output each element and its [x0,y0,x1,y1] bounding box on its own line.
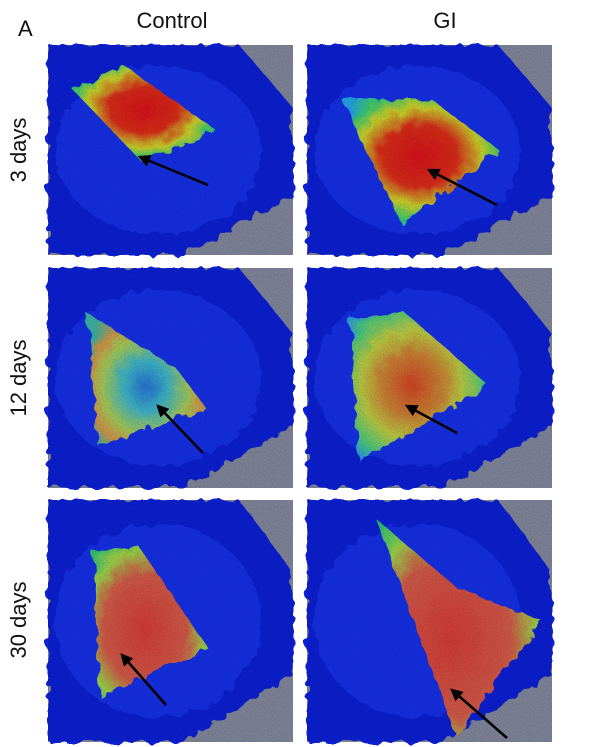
speckle-noise [48,500,293,742]
column-header: Control [137,8,208,33]
speckle-noise [307,268,552,488]
arrow [426,168,498,207]
row-header: 30 days [6,581,31,658]
speckle-noise [307,500,552,742]
perfusion-image [307,45,552,255]
speckle-noise [48,268,293,488]
perfusion-image [48,268,293,488]
perfusion-image [48,500,293,742]
perfusion-image [307,268,552,488]
arrow [120,653,167,706]
arrow [404,404,458,435]
panel-label: A [18,16,33,41]
arrow [450,688,508,739]
perfusion-image [307,500,552,742]
row-header: 3 days [6,118,31,183]
column-header: GI [433,8,456,33]
speckle-noise [48,45,293,255]
perfusion-image [48,45,293,255]
speckle-noise [307,45,552,255]
arrow [156,404,204,454]
arrow [137,155,209,187]
panels [48,45,552,742]
row-header: 12 days [6,339,31,416]
